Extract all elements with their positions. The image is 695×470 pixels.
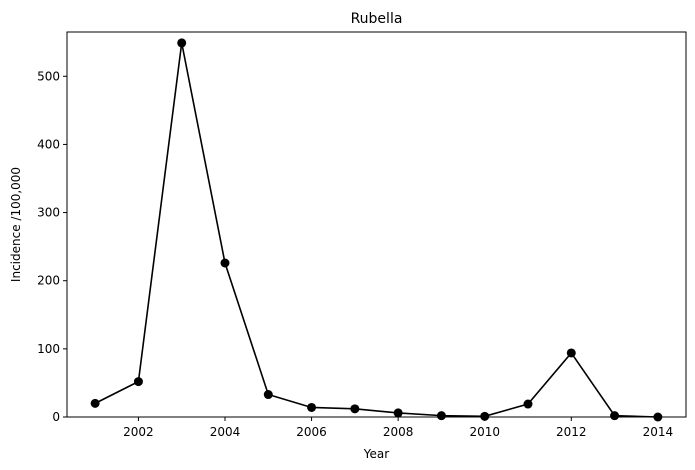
x-axis-ticks: 2002 2004 2006 2008 2010 2012 2014 — [123, 417, 673, 439]
y-tick-label: 300 — [37, 206, 60, 220]
plot-area — [66, 31, 687, 418]
x-axis-label: Year — [363, 447, 389, 461]
y-tick-label: 500 — [37, 69, 60, 83]
data-point — [566, 348, 576, 358]
y-tick-label: 100 — [37, 342, 60, 356]
x-tick-label: 2008 — [383, 425, 414, 439]
data-point — [480, 411, 490, 421]
y-tick-label: 0 — [52, 410, 60, 424]
data-point — [610, 411, 620, 421]
x-tick-label: 2002 — [123, 425, 154, 439]
x-tick-label: 2004 — [210, 425, 241, 439]
data-point — [653, 412, 663, 422]
y-axis-label: Incidence /100,000 — [9, 167, 23, 282]
data-point — [393, 408, 403, 418]
data-point — [350, 404, 360, 414]
chart-title: Rubella — [351, 11, 403, 27]
data-point — [90, 398, 100, 408]
x-tick-label: 2010 — [469, 425, 500, 439]
data-point — [263, 390, 273, 400]
series-line — [94, 42, 658, 418]
series-layer — [90, 38, 663, 422]
x-tick-label: 2006 — [296, 425, 327, 439]
data-point — [436, 411, 446, 421]
y-axis-ticks: 0 100 200 300 400 500 — [37, 69, 67, 424]
data-point — [307, 402, 317, 412]
x-tick-label: 2012 — [556, 425, 587, 439]
data-point — [523, 399, 533, 409]
data-point — [220, 258, 230, 268]
data-point — [177, 38, 187, 48]
data-point — [133, 377, 143, 387]
y-tick-label: 200 — [37, 274, 60, 288]
y-tick-label: 400 — [37, 137, 60, 151]
x-tick-label: 2014 — [643, 425, 674, 439]
